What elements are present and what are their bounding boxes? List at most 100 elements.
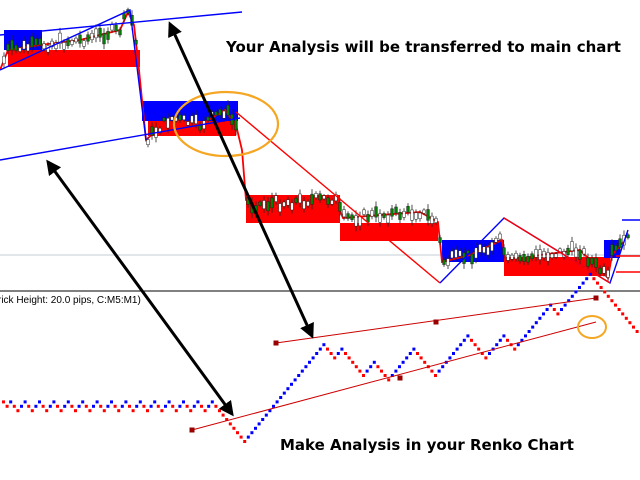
candle-body	[518, 255, 522, 262]
candle-body	[94, 28, 98, 39]
candle-body	[530, 253, 534, 260]
renko-brick-down	[376, 365, 380, 369]
renko-brick-up	[441, 365, 445, 369]
candle-body	[214, 111, 218, 116]
renko-brick-down	[606, 294, 610, 298]
renko-brick-down	[45, 409, 49, 413]
renko-brick-up	[531, 325, 535, 329]
candle-body	[430, 215, 434, 224]
renko-brick-up	[63, 404, 67, 408]
renko-brick-up	[372, 360, 376, 364]
candle-body	[598, 267, 602, 275]
renko-brick-up	[455, 347, 459, 351]
renko-brick-down	[2, 400, 5, 404]
renko-brick-up	[182, 400, 185, 404]
candle-body	[106, 31, 110, 40]
renko-brick-down	[628, 321, 632, 325]
candle-body	[362, 209, 366, 215]
candle-body	[110, 24, 114, 31]
candle-body	[406, 206, 410, 213]
renko-brick-up	[567, 299, 571, 303]
renko-brick-down	[513, 347, 517, 351]
upper-trendline	[0, 11, 243, 36]
renko-brick-up	[167, 400, 171, 404]
renko-brick-up	[390, 374, 394, 377]
candle-body	[326, 197, 330, 205]
renko-brick-up	[110, 400, 113, 404]
renko-brick-down	[218, 409, 221, 413]
candle-body	[402, 211, 406, 218]
renko-brick-down	[347, 356, 351, 360]
renko-brick-down	[599, 286, 603, 289]
renko-brick-up	[95, 400, 99, 404]
candle-body	[474, 247, 478, 259]
candle-body	[570, 241, 574, 252]
candle-body	[546, 252, 550, 262]
renko-brick-down	[56, 404, 59, 408]
renko-brick-up	[412, 347, 416, 351]
candle-body	[526, 256, 530, 263]
downtrend-line-right	[503, 217, 611, 284]
candle-body	[494, 238, 498, 243]
renko-brick-down	[214, 404, 218, 408]
candle-body	[618, 238, 622, 248]
renko-brick-down	[506, 338, 509, 342]
renko-brick-down	[344, 352, 347, 355]
candle-body	[366, 214, 370, 223]
main-chart-caption: Your Analysis will be transferred to mai…	[226, 38, 621, 56]
renko-brick-up	[282, 391, 286, 395]
renko-brick-up	[138, 400, 142, 404]
renko-brick-up	[401, 360, 405, 364]
renko-brick-down	[556, 312, 560, 316]
candle-body	[498, 233, 502, 240]
renko-brick-down	[362, 374, 365, 377]
renko-brick-up	[466, 334, 470, 338]
renko-brick-up	[448, 356, 452, 360]
candle-body	[478, 244, 482, 253]
candle-body	[442, 259, 446, 265]
renko-brick-up	[498, 338, 502, 342]
candle-body	[86, 34, 90, 42]
renko-brick-up	[545, 308, 549, 311]
candle-body	[590, 257, 594, 265]
renko-brick-up	[560, 308, 563, 311]
renko-brick-up	[153, 400, 157, 404]
renko-channel-lower	[191, 321, 597, 431]
candle-body	[42, 43, 46, 50]
double-headed-arrow	[168, 21, 314, 339]
candle-body	[162, 117, 166, 122]
renko-brick-down	[27, 404, 31, 408]
renko-brick-up	[261, 418, 265, 421]
candle-body	[34, 38, 38, 46]
renko-brick-up	[322, 343, 326, 347]
renko-brick-down	[387, 378, 391, 382]
renko-brick-down	[99, 404, 103, 408]
candle-body	[394, 206, 398, 214]
renko-brick-down	[117, 409, 121, 413]
renko-brick-down	[131, 409, 135, 413]
renko-brick-down	[480, 352, 484, 355]
renko-brick-down	[632, 325, 635, 329]
candle-body	[266, 201, 270, 212]
candle-body	[118, 29, 122, 36]
channel-anchor-point	[433, 319, 439, 325]
candle-body	[182, 115, 186, 121]
renko-brick-up	[135, 404, 139, 408]
candle-body	[150, 126, 154, 136]
renko-brick-up	[264, 413, 268, 417]
renko-brick-up	[286, 387, 290, 391]
renko-chart-caption: Make Analysis in your Renko Chart	[280, 436, 574, 454]
candle-body	[390, 208, 394, 217]
candle-body	[446, 258, 450, 266]
renko-brick-down	[228, 422, 232, 426]
renko-brick-up	[520, 338, 524, 342]
candle-body	[578, 249, 582, 260]
channel-anchor-point	[593, 295, 599, 301]
renko-brick-up	[52, 400, 56, 404]
candle-body	[66, 39, 70, 46]
candle-body	[542, 251, 546, 258]
candle-body	[314, 193, 318, 198]
renko-brick-up	[563, 303, 567, 307]
candle-body	[510, 254, 514, 260]
renko-brick-down	[113, 404, 117, 408]
